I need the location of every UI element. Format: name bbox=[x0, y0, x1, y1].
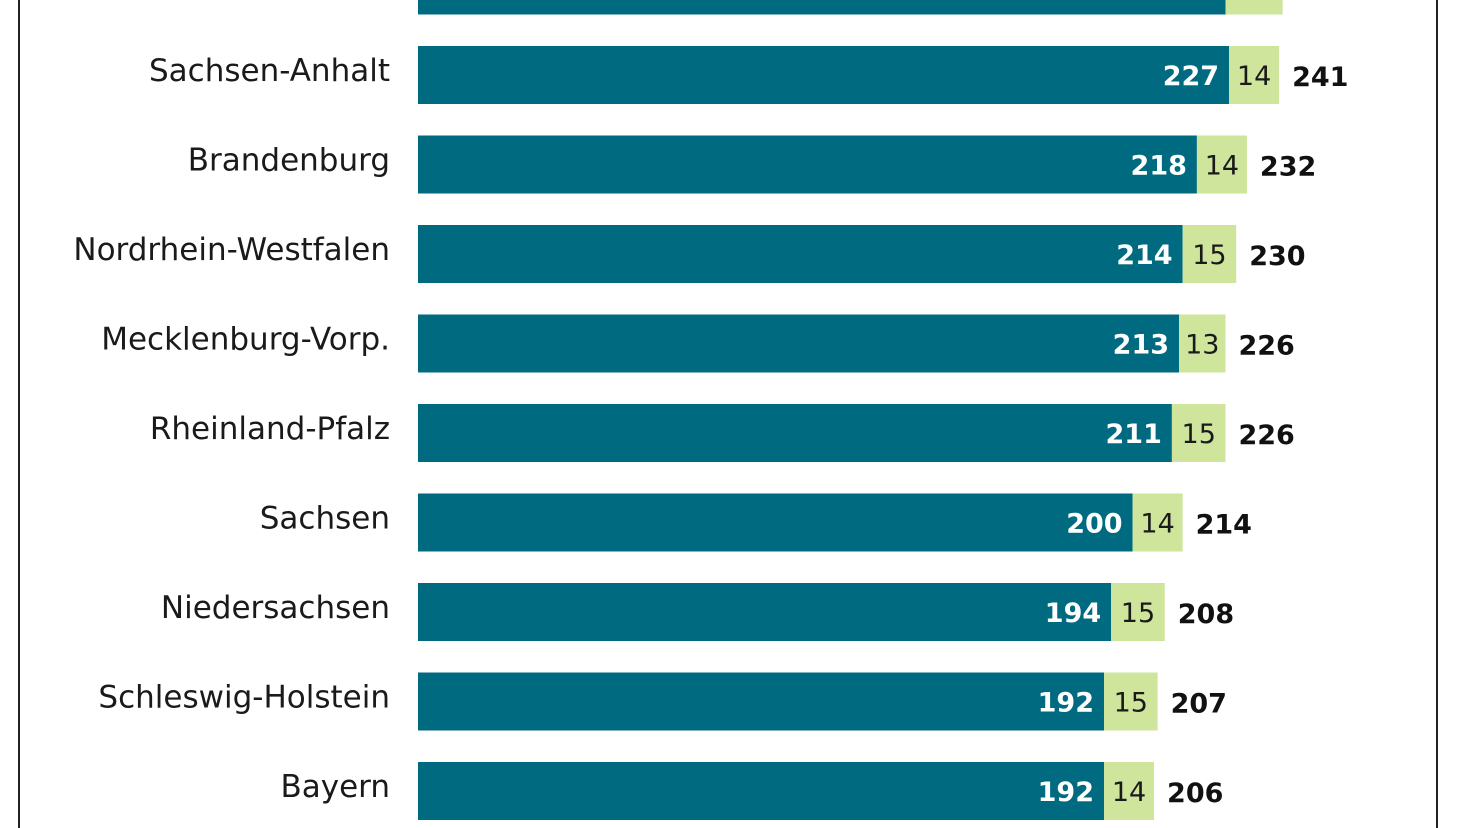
bar-segment-series2 bbox=[1171, 404, 1226, 462]
bar-segment-series2 bbox=[1104, 762, 1155, 820]
data-label-series1: 227 bbox=[1163, 61, 1219, 92]
frame-left-border bbox=[18, 0, 20, 828]
bar-segment-series2 bbox=[1229, 46, 1280, 104]
data-label-series1: 192 bbox=[1038, 688, 1094, 719]
bar-segment-series2 bbox=[1182, 225, 1237, 283]
bar-segment-partial-1 bbox=[418, 0, 1226, 15]
bar-segment-series1 bbox=[418, 762, 1105, 820]
frame-right-border bbox=[1436, 0, 1438, 828]
data-label-total: 241 bbox=[1292, 62, 1348, 93]
data-label-total: 226 bbox=[1238, 420, 1294, 451]
data-label-series2: 15 bbox=[1182, 419, 1216, 450]
category-label: Bayern bbox=[280, 769, 390, 805]
data-label-total: 207 bbox=[1171, 689, 1227, 720]
category-label: Rheinland-Pfalz bbox=[150, 411, 390, 447]
data-label-series1: 200 bbox=[1066, 509, 1122, 540]
data-label-series2: 14 bbox=[1112, 777, 1146, 808]
data-label-series2: 14 bbox=[1140, 509, 1174, 540]
bar-segment-series1 bbox=[418, 583, 1112, 641]
bar-segment-series2 bbox=[1196, 135, 1247, 194]
bar-segment-series2 bbox=[1132, 493, 1183, 552]
data-label-series2: 15 bbox=[1121, 598, 1155, 629]
bar-segment-series1 bbox=[418, 404, 1172, 462]
data-label-series2: 13 bbox=[1185, 330, 1219, 361]
data-label-series1: 211 bbox=[1106, 419, 1162, 450]
data-label-series2: 15 bbox=[1114, 688, 1148, 719]
data-label-total: 206 bbox=[1167, 778, 1223, 809]
data-label-total: 214 bbox=[1196, 510, 1252, 541]
data-label-series1: 213 bbox=[1113, 330, 1169, 361]
bar-segment-series1 bbox=[418, 225, 1183, 283]
category-label: Sachsen-Anhalt bbox=[149, 53, 390, 89]
data-label-total: 208 bbox=[1178, 599, 1234, 630]
data-label-series1: 214 bbox=[1116, 240, 1172, 271]
category-label: Nordrhein-Westfalen bbox=[73, 232, 390, 268]
data-label-total: 232 bbox=[1260, 152, 1316, 183]
data-label-series1: 218 bbox=[1131, 151, 1187, 182]
bar-segment-series1 bbox=[418, 672, 1105, 731]
bar-segment-series2 bbox=[1111, 583, 1165, 641]
bar-segment-series1 bbox=[418, 493, 1133, 552]
bar-segment-series1 bbox=[418, 314, 1180, 373]
bar-segment-series2 bbox=[1104, 672, 1158, 731]
data-label-series2: 14 bbox=[1237, 61, 1271, 92]
data-label-series1: 192 bbox=[1038, 777, 1094, 808]
category-label: Sachsen bbox=[260, 501, 390, 537]
data-label-total: 230 bbox=[1249, 241, 1305, 272]
category-label: Niedersachsen bbox=[161, 590, 390, 626]
bar-segment-series2 bbox=[1179, 314, 1226, 373]
data-label-total: 226 bbox=[1238, 331, 1294, 362]
category-label: Brandenburg bbox=[188, 143, 390, 179]
bar-segment-partial-2 bbox=[1225, 0, 1283, 15]
bar-segment-series1 bbox=[418, 135, 1197, 194]
category-label: Schleswig-Holstein bbox=[98, 680, 390, 716]
category-label: Mecklenburg-Vorp. bbox=[101, 322, 390, 358]
data-label-series2: 14 bbox=[1205, 151, 1239, 182]
bar-segment-series1 bbox=[418, 46, 1230, 104]
data-label-series1: 194 bbox=[1045, 598, 1101, 629]
data-label-series2: 15 bbox=[1192, 240, 1226, 271]
